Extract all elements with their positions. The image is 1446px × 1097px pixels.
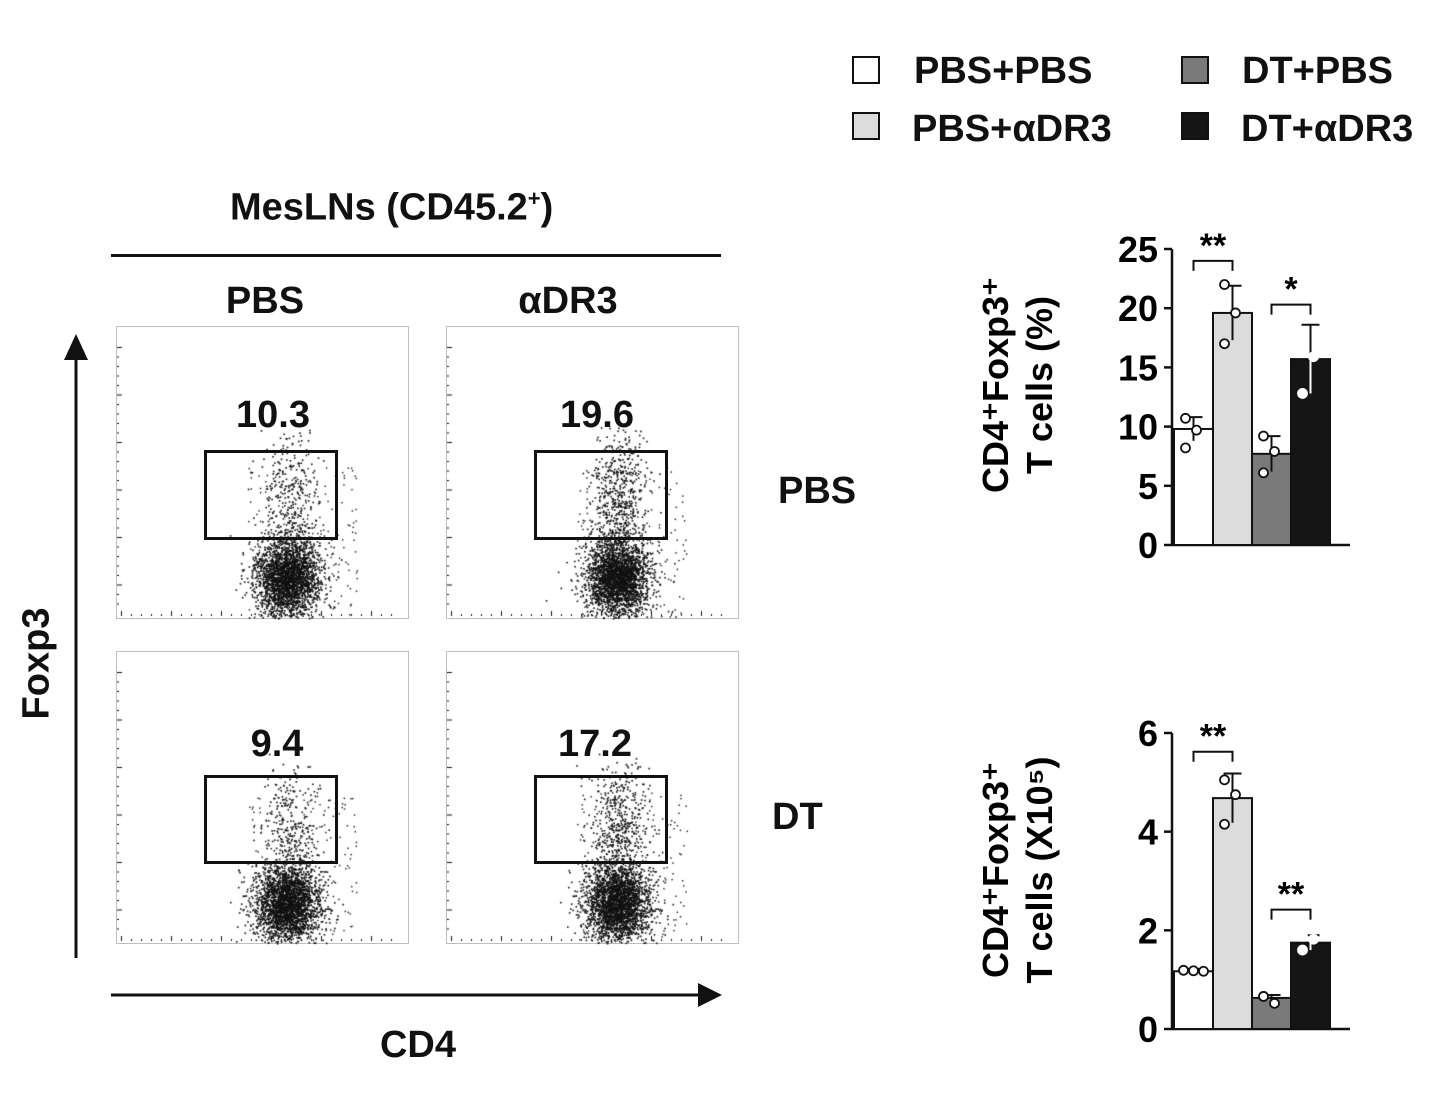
y-tick-label: 0 [1138,1009,1158,1050]
facs-dots-adr3-dt [447,652,740,945]
y-axis-label: CD4⁺Foxp3⁺ T cells (X10⁵) [975,756,1060,983]
data-point [1230,789,1241,801]
y-tick-label: 2 [1138,910,1158,951]
gate-adr3-dt [534,775,668,864]
legend-swatch-dt-pbs [1181,56,1209,84]
row-label-pbs: PBS [778,470,857,512]
data-point [1188,965,1199,977]
facs-panel-adr3-dt [446,651,740,945]
data-point [1180,412,1191,424]
significance-label: ** [1200,227,1227,265]
y-tick-label: 5 [1138,466,1158,507]
significance-bracket [1270,303,1312,315]
y-tick-label: 10 [1118,407,1158,448]
data-point [1230,307,1241,319]
significance-bracket [1192,259,1234,271]
gate-pbs-dt [204,775,338,864]
bar [1212,797,1253,1031]
data-point [1258,467,1269,479]
significance-label: ** [1278,876,1305,914]
row-label-dt: DT [772,796,823,838]
facs-panel-pbs-pbs [116,326,410,620]
data-point [1219,279,1230,290]
data-point [1308,351,1319,363]
data-point [1219,774,1230,786]
y-axis-label-line1: CD4⁺Foxp3⁺ [975,277,1016,493]
foxp3-axis-arrowhead [64,334,88,360]
y-axis-label-line2: T cells (X10⁵) [1019,756,1060,983]
data-point [1180,442,1191,454]
foxp3-axis-label: Foxp3 [15,607,58,720]
flow-title-sup: + [527,186,541,211]
y-tick-label: 0 [1138,525,1158,566]
legend-swatch-pbs-adr3 [852,112,880,140]
legend-label-pbs-adr3: PBS+αDR3 [912,108,1112,150]
facs-dots-adr3-pbs [447,327,740,620]
data-point [1269,446,1280,457]
legend-swatch-dt-adr3 [1181,112,1209,140]
flow-axes [64,334,722,1007]
facs-dots-pbs-pbs [117,327,410,620]
column-label-pbs: PBS [225,280,305,322]
gate-adr3-pbs [534,450,668,540]
cd4-axis-label: CD4 [379,1024,457,1066]
cd4-axis-arrowhead [698,983,722,1007]
data-point [1178,964,1189,976]
legend-label-dt-adr3: DT+αDR3 [1241,108,1414,150]
bar-chart-count: 0 2 4 6 CD4⁺Foxp3⁺ T cells (X10⁵) ** ** [975,713,1350,1050]
gate-value-adr3-dt: 17.2 [558,723,632,765]
column-label-adr3: αDR3 [518,280,618,322]
y-tick-label: 20 [1118,288,1158,329]
legend-swatch-pbs-pbs [852,56,880,84]
bar [1173,970,1214,1030]
data-point [1297,944,1308,956]
data-point [1219,338,1230,350]
significance-bracket [1270,908,1312,920]
y-axis-label: CD4⁺Foxp3⁺ T cells (%) [975,277,1060,493]
data-point [1258,991,1269,1002]
gate-value-pbs-dt: 9.4 [250,723,304,765]
data-point [1308,933,1319,945]
data-point [1297,334,1308,346]
significance-label: * [1284,271,1298,309]
y-tick-label: 25 [1118,229,1158,270]
flow-title: MesLNs (CD45.2+) [230,186,553,230]
bar [1173,427,1214,546]
data-point [1297,388,1308,399]
y-tick-label: 15 [1118,347,1158,388]
bar [1212,311,1253,546]
facs-panel-pbs-dt [116,651,410,945]
significance-label: ** [1200,718,1227,756]
data-point [1258,430,1269,442]
y-tick-label: 4 [1138,812,1158,853]
flow-title-text: MesLNs (CD45.2 [230,186,528,229]
y-axis-label-line2: T cells (%) [1019,296,1060,474]
y-axis-label-line1: CD4⁺Foxp3⁺ [975,762,1016,978]
data-point [1191,424,1202,436]
data-point [1297,930,1308,942]
data-point [1219,818,1230,830]
facs-dots-pbs-dt [117,652,410,945]
flow-title-rule [111,254,721,257]
bar [1290,941,1331,1031]
flow-title-close: ) [540,186,554,229]
data-point [1198,965,1209,977]
data-point [1269,997,1280,1009]
legend-label-pbs-pbs: PBS+PBS [914,50,1093,92]
gate-value-adr3-pbs: 19.6 [560,394,634,436]
significance-bracket [1192,750,1234,762]
facs-panel-adr3-pbs [446,326,740,620]
legend-label-dt-pbs: DT+PBS [1242,50,1393,92]
y-tick-label: 6 [1138,713,1158,754]
gate-pbs-pbs [204,450,338,540]
gate-value-pbs-pbs: 10.3 [236,394,310,436]
